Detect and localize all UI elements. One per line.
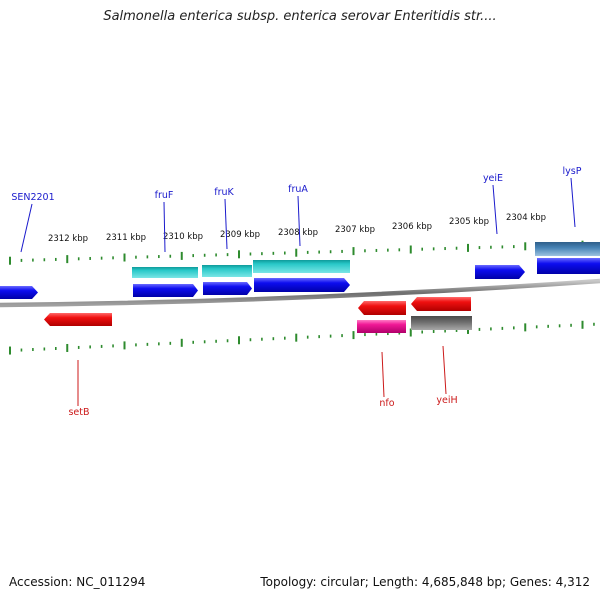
gene-label-fruK[interactable]: fruK	[214, 187, 234, 198]
leader-fruK	[224, 198, 228, 250]
scale-label: 2309 kbp	[220, 230, 260, 240]
gene-SEN2201-blue[interactable]	[0, 286, 38, 299]
scale-labels: 2312 kbp 2311 kbp 2310 kbp 2309 kbp 2308 kbp…	[48, 213, 546, 244]
gene-label-nfo[interactable]: nfo	[379, 398, 394, 409]
gene-label-yeiE[interactable]: yeiE	[483, 173, 503, 184]
gene-label-leaders	[20, 177, 576, 406]
scale-ticks-top	[9, 240, 595, 265]
gene-fruF-blue[interactable]	[133, 284, 198, 297]
map-title: Salmonella enterica subsp. enterica sero…	[103, 9, 497, 24]
gene-fruA-blue[interactable]	[254, 278, 350, 292]
gene-setB-red[interactable]	[44, 313, 112, 326]
leader-nfo	[381, 351, 385, 398]
scale-label: 2308 kbp	[278, 228, 318, 238]
scale-label: 2310 kbp	[163, 232, 203, 242]
gene-label-fruA[interactable]: fruA	[288, 184, 308, 195]
gene-fruA-cyan[interactable]	[253, 260, 350, 273]
gene-label-SEN2201[interactable]: SEN2201	[11, 192, 54, 203]
gene-fruF-cyan[interactable]	[132, 267, 198, 278]
gene-yeiH-red[interactable]	[411, 297, 471, 311]
gene-fruK-blue[interactable]	[203, 282, 252, 295]
genome-backbone	[0, 278, 600, 308]
gene-lysP-steel[interactable]	[535, 242, 600, 256]
accession-label: Accession: NC_011294	[9, 575, 146, 589]
gene-lysP-blue[interactable]	[537, 258, 600, 274]
gene-label-lysP[interactable]: lysP	[563, 166, 582, 177]
scale-label: 2311 kbp	[106, 233, 146, 243]
scale-label: 2304 kbp	[506, 213, 546, 223]
gene-nfo-magenta[interactable]	[357, 320, 406, 333]
genome-summary: Topology: circular; Length: 4,685,848 bp…	[260, 575, 590, 589]
leader-lysP	[570, 177, 576, 228]
gene-label-setB[interactable]: setB	[68, 407, 89, 418]
scale-label: 2307 kbp	[335, 225, 375, 235]
leader-yeiE	[492, 184, 498, 235]
leader-fruA	[297, 195, 301, 247]
gene-label-fruF[interactable]: fruF	[155, 190, 174, 201]
gene-fruK-cyan[interactable]	[202, 265, 252, 277]
gene-features	[0, 242, 600, 333]
gene-label-yeiH[interactable]: yeiH	[436, 395, 457, 406]
scale-label: 2306 kbp	[392, 222, 432, 232]
gene-yeiH-gray[interactable]	[411, 316, 472, 330]
leader-SEN2201	[20, 203, 33, 253]
gene-labels: SEN2201 fruF fruK fruA yeiE lysP setB nfo yeiH	[11, 166, 581, 418]
leader-yeiH	[442, 345, 447, 395]
scale-label: 2305 kbp	[449, 217, 489, 227]
gene-nfo-red[interactable]	[358, 301, 406, 315]
gene-yeiE-blue[interactable]	[475, 265, 525, 279]
leader-fruF	[163, 201, 166, 253]
scale-label: 2312 kbp	[48, 234, 88, 244]
